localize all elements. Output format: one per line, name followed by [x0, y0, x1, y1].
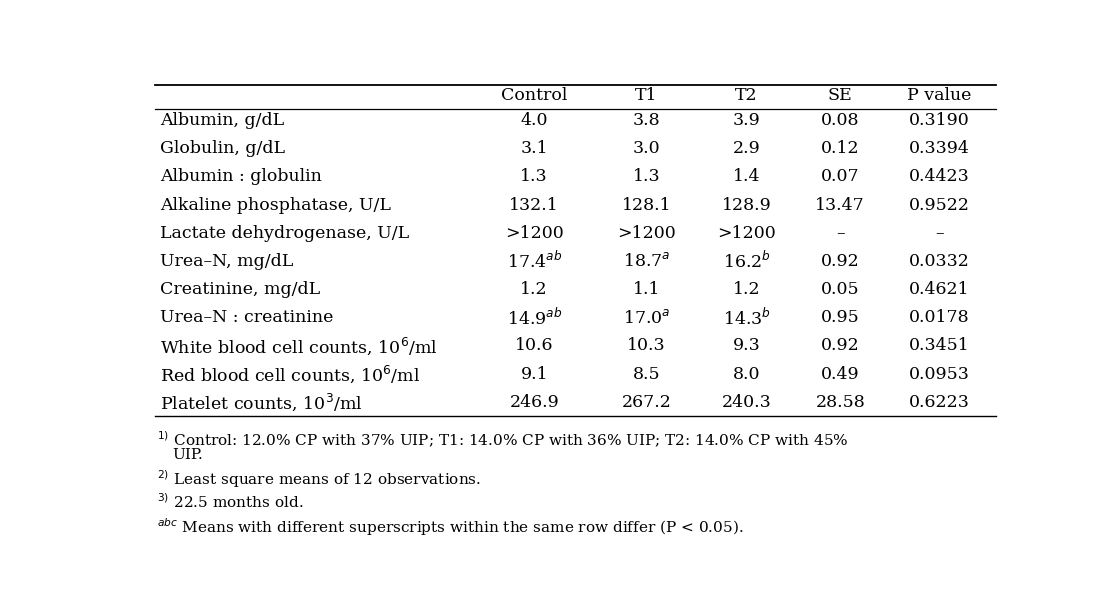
- Text: $^{2)}$ Least square means of 12 observations.: $^{2)}$ Least square means of 12 observa…: [156, 468, 480, 490]
- Text: $^{abc}$ Means with different superscripts within the same row differ (P < 0.05): $^{abc}$ Means with different superscrip…: [156, 516, 743, 538]
- Text: White blood cell counts, 10$^{6}$/ml: White blood cell counts, 10$^{6}$/ml: [160, 335, 438, 356]
- Text: 0.3190: 0.3190: [909, 112, 970, 129]
- Text: 8.0: 8.0: [733, 365, 761, 383]
- Text: 17.4$^{\mathit{ab}}$: 17.4$^{\mathit{ab}}$: [507, 251, 561, 272]
- Text: 28.58: 28.58: [815, 394, 866, 411]
- Text: 1.4: 1.4: [733, 169, 761, 185]
- Text: Albumin : globulin: Albumin : globulin: [160, 169, 322, 185]
- Text: 0.92: 0.92: [821, 337, 860, 355]
- Text: 267.2: 267.2: [622, 394, 672, 411]
- Text: 10.3: 10.3: [627, 337, 666, 355]
- Text: Creatinine, mg/dL: Creatinine, mg/dL: [160, 281, 320, 298]
- Text: 3.8: 3.8: [633, 112, 661, 129]
- Text: Platelet counts, 10$^{3}$/ml: Platelet counts, 10$^{3}$/ml: [160, 392, 362, 413]
- Text: Red blood cell counts, 10$^{6}$/ml: Red blood cell counts, 10$^{6}$/ml: [160, 364, 420, 385]
- Text: 0.3394: 0.3394: [909, 140, 970, 157]
- Text: 16.2$^{\mathit{b}}$: 16.2$^{\mathit{b}}$: [723, 251, 771, 272]
- Text: 240.3: 240.3: [722, 394, 772, 411]
- Text: 128.1: 128.1: [622, 197, 672, 214]
- Text: 132.1: 132.1: [509, 197, 559, 214]
- Text: 0.6223: 0.6223: [909, 394, 970, 411]
- Text: 8.5: 8.5: [633, 365, 661, 383]
- Text: 0.95: 0.95: [821, 309, 860, 326]
- Text: 0.0178: 0.0178: [909, 309, 970, 326]
- Text: 13.47: 13.47: [815, 197, 866, 214]
- Text: Urea–N : creatinine: Urea–N : creatinine: [160, 309, 333, 326]
- Text: 1.3: 1.3: [520, 169, 548, 185]
- Text: T1: T1: [635, 86, 657, 104]
- Text: 0.08: 0.08: [821, 112, 860, 129]
- Text: Albumin, g/dL: Albumin, g/dL: [160, 112, 284, 129]
- Text: 1.2: 1.2: [520, 281, 548, 298]
- Text: 1.1: 1.1: [633, 281, 661, 298]
- Text: –: –: [936, 225, 944, 242]
- Text: 9.1: 9.1: [520, 365, 548, 383]
- Text: >1200: >1200: [617, 225, 676, 242]
- Text: 14.3$^{\mathit{b}}$: 14.3$^{\mathit{b}}$: [723, 307, 771, 328]
- Text: –: –: [836, 225, 844, 242]
- Text: 9.3: 9.3: [733, 337, 761, 355]
- Text: 0.07: 0.07: [821, 169, 860, 185]
- Text: 3.0: 3.0: [633, 140, 661, 157]
- Text: 3.9: 3.9: [733, 112, 761, 129]
- Text: P value: P value: [908, 86, 971, 104]
- Text: 0.12: 0.12: [821, 140, 860, 157]
- Text: 0.05: 0.05: [821, 281, 860, 298]
- Text: 4.0: 4.0: [520, 112, 548, 129]
- Text: 1.2: 1.2: [733, 281, 761, 298]
- Text: 0.4423: 0.4423: [909, 169, 970, 185]
- Text: $^{3)}$ 22.5 months old.: $^{3)}$ 22.5 months old.: [156, 492, 303, 511]
- Text: Lactate dehydrogenase, U/L: Lactate dehydrogenase, U/L: [160, 225, 409, 242]
- Text: 0.49: 0.49: [821, 365, 860, 383]
- Text: $^{1)}$ Control: 12.0% CP with 37% UIP; T1: 14.0% CP with 36% UIP; T2: 14.0% CP : $^{1)}$ Control: 12.0% CP with 37% UIP; …: [156, 430, 848, 451]
- Text: 17.0$^{\mathit{a}}$: 17.0$^{\mathit{a}}$: [623, 309, 671, 327]
- Text: Globulin, g/dL: Globulin, g/dL: [160, 140, 285, 157]
- Text: Urea–N, mg/dL: Urea–N, mg/dL: [160, 253, 293, 270]
- Text: Alkaline phosphatase, U/L: Alkaline phosphatase, U/L: [160, 197, 391, 214]
- Text: T2: T2: [735, 86, 758, 104]
- Text: >1200: >1200: [505, 225, 564, 242]
- Text: SE: SE: [828, 86, 852, 104]
- Text: 3.1: 3.1: [520, 140, 548, 157]
- Text: 1.3: 1.3: [633, 169, 661, 185]
- Text: 14.9$^{\mathit{ab}}$: 14.9$^{\mathit{ab}}$: [507, 307, 561, 328]
- Text: Control: Control: [501, 86, 567, 104]
- Text: 0.0332: 0.0332: [909, 253, 970, 270]
- Text: 0.3451: 0.3451: [909, 337, 970, 355]
- Text: 18.7$^{\mathit{a}}$: 18.7$^{\mathit{a}}$: [623, 253, 671, 271]
- Text: 128.9: 128.9: [722, 197, 772, 214]
- Text: 10.6: 10.6: [515, 337, 554, 355]
- Text: 0.4621: 0.4621: [909, 281, 970, 298]
- Text: 0.0953: 0.0953: [909, 365, 970, 383]
- Text: UIP.: UIP.: [172, 448, 203, 461]
- Text: 246.9: 246.9: [509, 394, 559, 411]
- Text: 2.9: 2.9: [733, 140, 761, 157]
- Text: 0.92: 0.92: [821, 253, 860, 270]
- Text: 0.9522: 0.9522: [909, 197, 970, 214]
- Text: >1200: >1200: [717, 225, 776, 242]
